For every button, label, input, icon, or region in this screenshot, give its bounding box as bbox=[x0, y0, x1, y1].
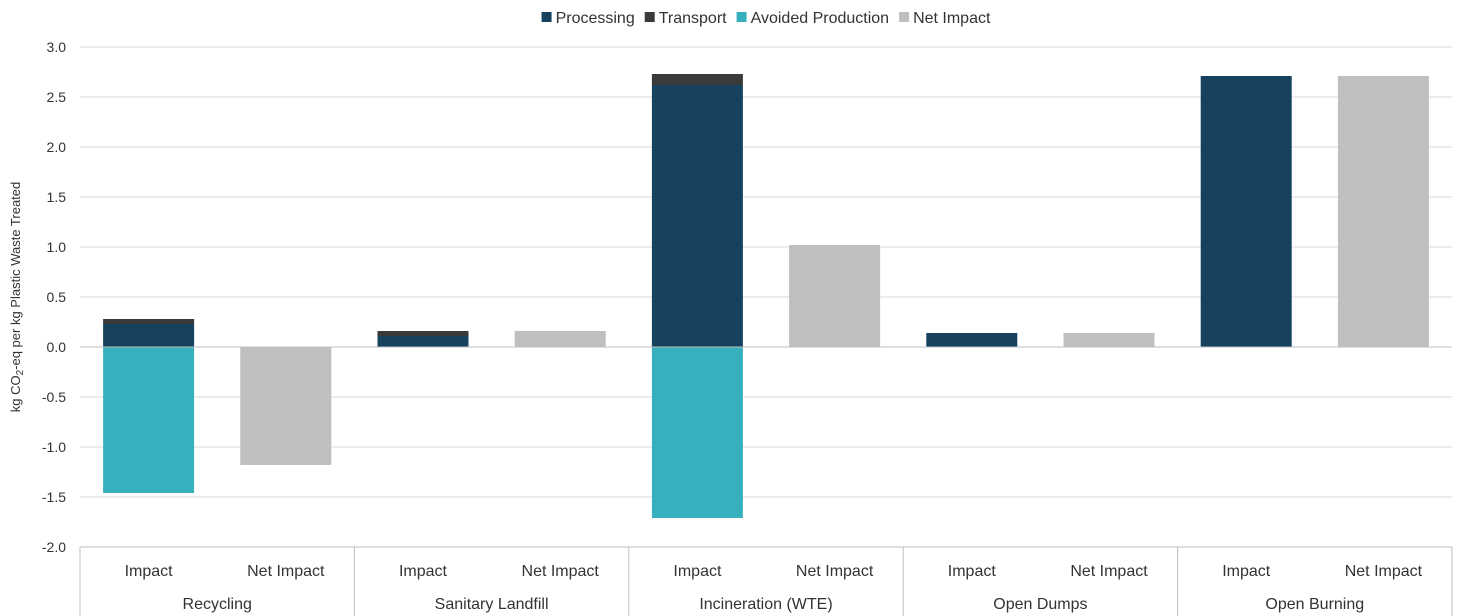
y-tick-label: 2.0 bbox=[47, 139, 67, 155]
x-tick-label: Impact bbox=[399, 563, 448, 580]
y-tick-label: 3.0 bbox=[47, 39, 67, 55]
y-tick-label: 2.5 bbox=[47, 89, 67, 105]
x-tick-label: Net Impact bbox=[1345, 563, 1423, 580]
y-tick-label: -0.5 bbox=[42, 389, 66, 405]
bar-avoided-production bbox=[103, 347, 195, 493]
bar-processing bbox=[651, 85, 743, 347]
legend-swatch-transport bbox=[644, 12, 655, 22]
bar-net-impact bbox=[1337, 76, 1429, 347]
x-group-label: Open Burning bbox=[1265, 596, 1364, 613]
x-tick-label: Impact bbox=[1222, 563, 1271, 580]
x-tick-label: Impact bbox=[673, 563, 722, 580]
bar-net-impact bbox=[514, 331, 606, 347]
legend-swatch-processing bbox=[541, 12, 552, 22]
legend-label: Avoided Production bbox=[751, 10, 889, 27]
bar-net-impact bbox=[240, 347, 332, 465]
y-tick-label: 1.0 bbox=[47, 239, 67, 255]
bar-transport bbox=[377, 331, 469, 336]
x-tick-label: Net Impact bbox=[247, 563, 325, 580]
bar-avoided-production bbox=[651, 347, 743, 518]
y-tick-label: -1.5 bbox=[42, 489, 66, 505]
x-group-label: Sanitary Landfill bbox=[435, 596, 549, 613]
legend-label: Transport bbox=[659, 10, 727, 27]
x-tick-label: Net Impact bbox=[796, 563, 874, 580]
bar-transport bbox=[651, 74, 743, 85]
y-tick-label: 0.5 bbox=[47, 289, 67, 305]
y-axis-label: kg CO2-eq per kg Plastic Waste Treated bbox=[8, 182, 26, 413]
bar-processing bbox=[377, 336, 469, 347]
bar-net-impact bbox=[789, 245, 881, 347]
y-tick-label: 1.5 bbox=[47, 189, 67, 205]
y-axis-ticks: 3.0 2.5 2.0 1.5 1.0 0.5 0.0 -0.5 -1.0 -1.5 -2.0 bbox=[42, 39, 66, 555]
x-tick-label: Impact bbox=[125, 563, 174, 580]
bar-processing bbox=[926, 333, 1018, 347]
y-tick-label: -2.0 bbox=[42, 539, 66, 555]
bar-net-impact bbox=[1063, 333, 1155, 347]
x-tick-label: Impact bbox=[948, 563, 997, 580]
x-group-label: Incineration (WTE) bbox=[699, 596, 832, 613]
bar-processing bbox=[1200, 76, 1292, 347]
y-tick-label: 0.0 bbox=[47, 339, 67, 355]
y-tick-label: -1.0 bbox=[42, 439, 66, 455]
chart-legend: Processing Transport Avoided Production Net… bbox=[541, 10, 991, 27]
legend-swatch-net-impact bbox=[899, 12, 910, 22]
legend-swatch-avoided-production bbox=[736, 12, 747, 22]
x-group-label: Recycling bbox=[183, 596, 252, 613]
x-axis: Impact Net Impact Impact Net Impact Impact Ne… bbox=[79, 546, 1453, 616]
x-group-label: Open Dumps bbox=[993, 596, 1087, 613]
legend-label: Processing bbox=[556, 10, 635, 27]
legend-label: Net Impact bbox=[913, 10, 991, 27]
bar-processing bbox=[103, 324, 195, 347]
x-tick-label: Net Impact bbox=[522, 563, 600, 580]
bar-transport bbox=[103, 319, 195, 324]
bars bbox=[103, 74, 1429, 518]
x-tick-label: Net Impact bbox=[1070, 563, 1148, 580]
